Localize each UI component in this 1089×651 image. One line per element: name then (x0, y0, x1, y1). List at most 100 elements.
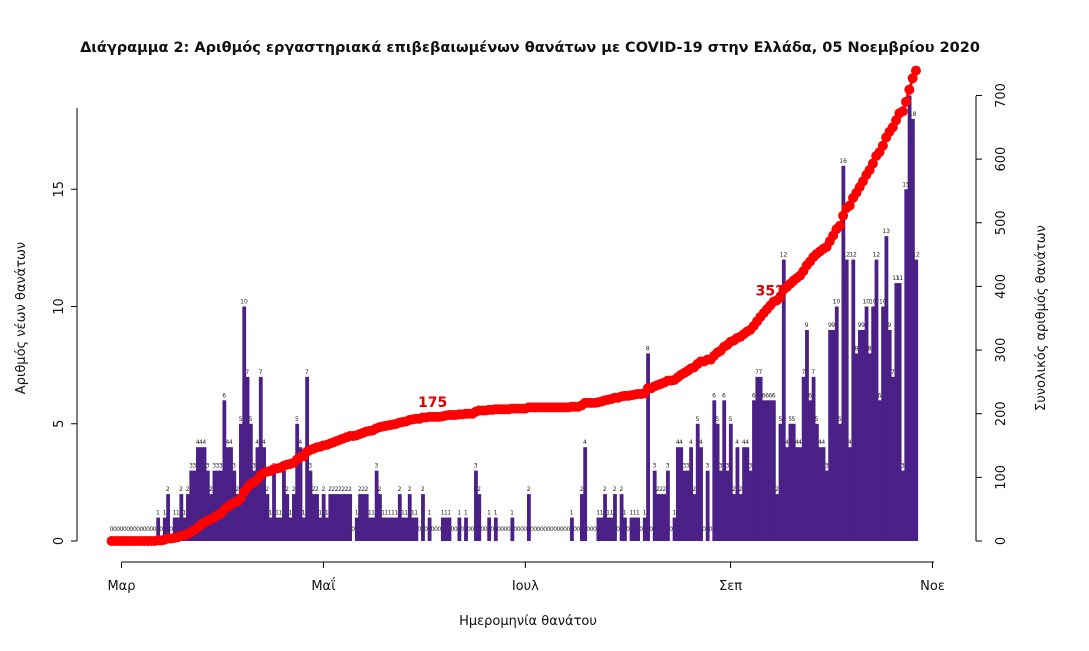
bar (914, 259, 919, 541)
bar-value-label: 2 (527, 486, 531, 493)
bar-value-label: 2 (775, 486, 779, 493)
bar-value-label: 0 (169, 526, 173, 533)
bar (685, 470, 690, 541)
bar-value-label: 3 (252, 463, 256, 470)
bar-value-label: 3 (705, 463, 709, 470)
y2-tick-label: 0 (994, 537, 1009, 545)
bar (265, 494, 270, 541)
bar (262, 447, 266, 541)
bar-value-label: 0 (573, 526, 577, 533)
bar-value-label: 0 (351, 526, 355, 533)
bar-value-label: 2 (331, 486, 335, 493)
bar (821, 447, 826, 541)
bar-value-label: 5 (249, 416, 253, 423)
bar (321, 494, 326, 541)
bar-value-label: 0 (139, 526, 143, 533)
cumulative-point (834, 220, 845, 231)
bar-value-label: 1 (672, 510, 676, 517)
bar-value-label: 2 (345, 486, 349, 493)
bar-value-label: 1 (570, 510, 574, 517)
x-tick-label: Μαΐ (311, 578, 336, 594)
bar (318, 517, 323, 541)
bar-value-label: 1 (596, 510, 600, 517)
bar-value-label: 0 (146, 526, 150, 533)
y2-tick-label: 100 (994, 465, 1009, 490)
y2-tick-label: 300 (994, 338, 1009, 363)
bar-value-label: 4 (226, 439, 230, 446)
bar (354, 517, 359, 541)
bar (457, 517, 462, 541)
bar-value-label: 0 (520, 526, 524, 533)
bar (629, 517, 634, 541)
bar-value-label: 1 (636, 510, 640, 517)
bar-value-label: 0 (540, 526, 544, 533)
y2-tick-label: 700 (994, 83, 1009, 108)
bar-value-label: 3 (206, 463, 210, 470)
bar-value-label: 4 (848, 439, 852, 446)
bar-value-label: 0 (530, 526, 534, 533)
bar (162, 517, 167, 541)
bar-value-label: 6 (222, 392, 226, 399)
bar-value-label: 0 (586, 526, 590, 533)
bar (215, 470, 220, 541)
bar-value-label: 4 (735, 439, 739, 446)
bar (166, 494, 170, 541)
bar (596, 517, 601, 541)
bar-value-label: 0 (649, 526, 653, 533)
bar-value-label: 2 (348, 486, 352, 493)
bar-value-label: 0 (480, 526, 484, 533)
bar-value-label: 5 (295, 416, 299, 423)
bar-value-label: 1 (302, 510, 306, 517)
bar-value-label: 1 (318, 510, 322, 517)
bar-value-label: 4 (583, 439, 587, 446)
bar (242, 306, 247, 541)
cumulative-point (867, 158, 878, 169)
bar-value-label: 0 (669, 526, 673, 533)
bar (814, 423, 819, 541)
bar (371, 517, 376, 541)
bar-value-label: 2 (186, 486, 190, 493)
bar-value-label: 2 (265, 486, 269, 493)
bar (381, 517, 386, 541)
bar (245, 376, 250, 541)
bar-value-label: 5 (788, 416, 792, 423)
bar-value-label: 2 (358, 486, 362, 493)
bar (464, 517, 468, 541)
bar (222, 400, 227, 541)
bar (404, 517, 409, 541)
bar-value-label: 0 (497, 526, 501, 533)
bar-value-label: 2 (179, 486, 183, 493)
bar-value-label: 9 (805, 322, 809, 329)
bar (447, 517, 452, 541)
bar (662, 494, 667, 541)
bar-value-label: 6 (752, 392, 756, 399)
bar-value-label: 2 (477, 486, 481, 493)
bar (311, 494, 316, 541)
bar (867, 353, 872, 541)
bar-value-label: 0 (149, 526, 153, 533)
bar (583, 447, 588, 541)
bar-value-label: 12 (780, 252, 788, 259)
bar (656, 494, 660, 541)
bar-value-label: 1 (275, 510, 279, 517)
cumulative-label: 175 (418, 395, 447, 411)
bar-value-label: 6 (722, 392, 726, 399)
bar (705, 470, 710, 541)
bar-value-label: 0 (110, 526, 114, 533)
bar (768, 400, 773, 541)
bar (642, 517, 647, 541)
bar-value-label: 0 (143, 526, 147, 533)
bar-value-label: 1 (633, 510, 637, 517)
bar (308, 470, 313, 541)
bar-value-label: 4 (202, 439, 206, 446)
bar (715, 423, 720, 541)
bar (791, 423, 796, 541)
x-tick-label: Ιουλ (512, 579, 539, 594)
y-ticks: 0 5 10 15 (52, 181, 77, 545)
bar-value-label: 1 (510, 510, 514, 517)
bar-value-label: 10 (833, 299, 841, 306)
bar-value-label: 1 (643, 510, 647, 517)
bar-value-label: 4 (699, 439, 703, 446)
bar-value-label: 4 (229, 439, 233, 446)
bar (192, 470, 197, 541)
